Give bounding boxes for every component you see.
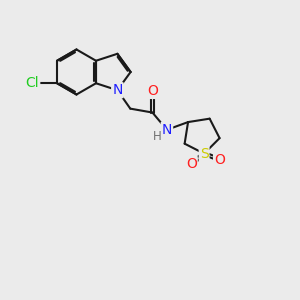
Text: O: O (214, 152, 225, 167)
Text: Cl: Cl (26, 76, 39, 90)
Text: O: O (147, 84, 158, 98)
Text: O: O (186, 157, 197, 171)
Text: H: H (153, 130, 162, 143)
Text: N: N (162, 123, 172, 137)
Text: S: S (200, 147, 208, 160)
Text: N: N (112, 83, 123, 97)
